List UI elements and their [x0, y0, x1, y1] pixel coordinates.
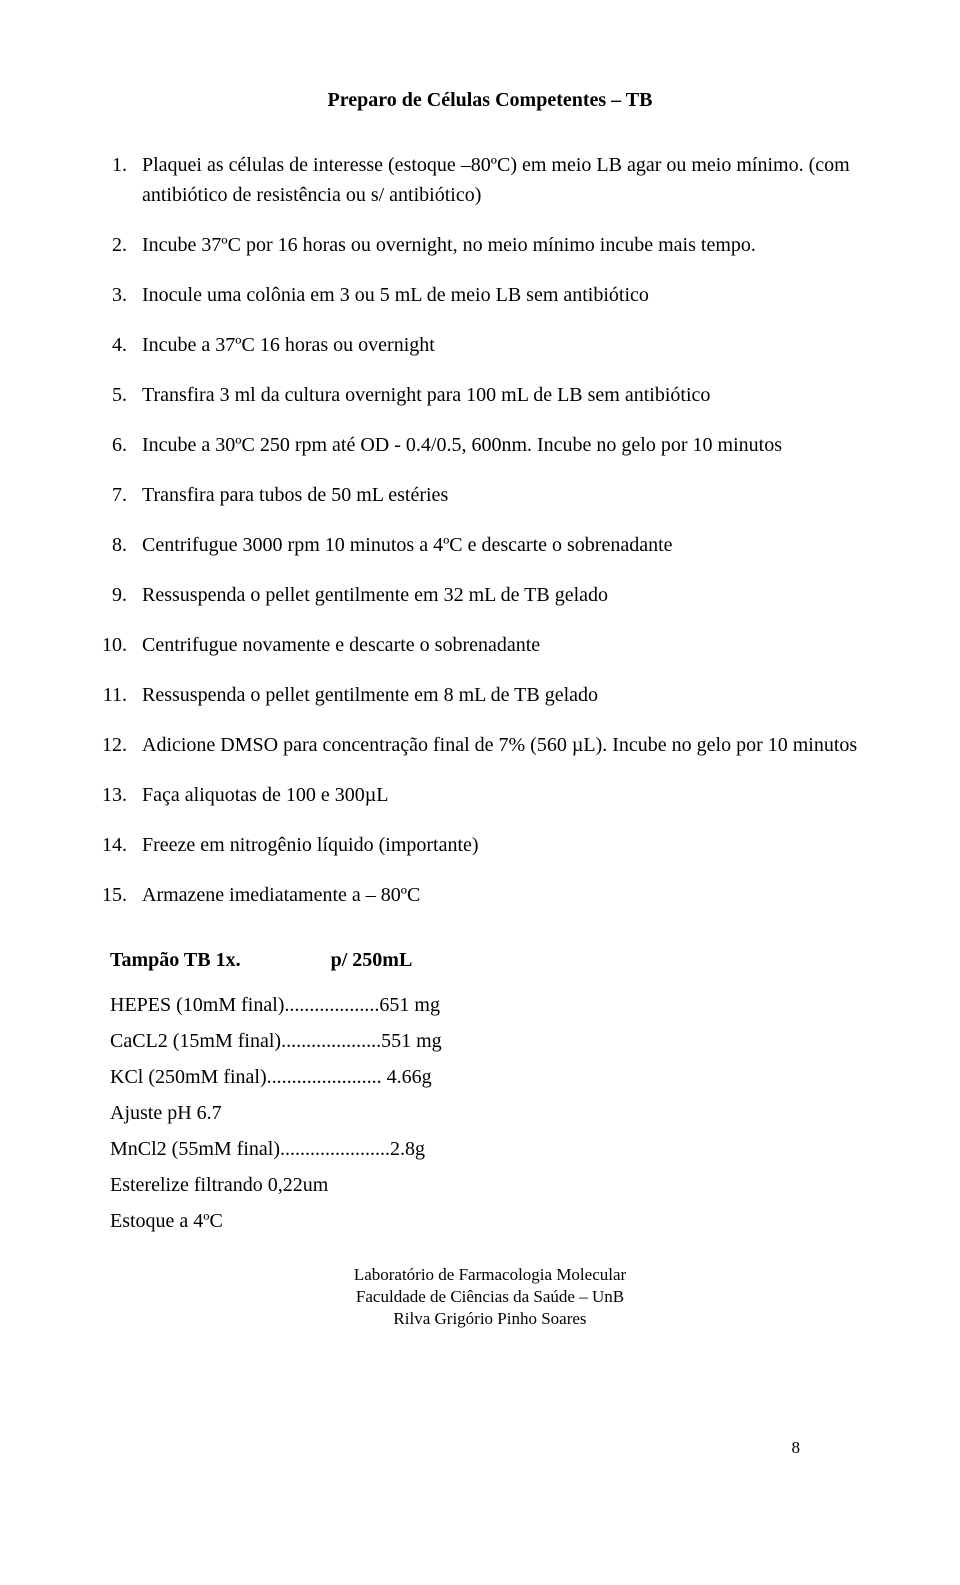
step-item: Transfira 3 ml da cultura overnight para…	[132, 380, 870, 410]
protocol-steps-list: Plaquei as células de interesse (estoque…	[110, 150, 870, 910]
buffer-heading-left: Tampão TB 1x.	[110, 949, 241, 971]
buffer-heading: Tampão TB 1x. p/ 250mL	[110, 945, 870, 975]
footer-line: Rilva Grigório Pinho Soares	[110, 1308, 870, 1330]
recipe-line: Ajuste pH 6.7	[110, 1098, 870, 1128]
recipe-line: HEPES (10mM final)...................651…	[110, 990, 870, 1020]
step-item: Incube 37ºC por 16 horas ou overnight, n…	[132, 230, 870, 260]
recipe-line: KCl (250mM final).......................…	[110, 1062, 870, 1092]
step-item: Ressuspenda o pellet gentilmente em 8 mL…	[132, 680, 870, 710]
buffer-heading-right: p/ 250mL	[331, 949, 413, 971]
step-item: Incube a 37ºC 16 horas ou overnight	[132, 330, 870, 360]
footer-line: Faculdade de Ciências da Saúde – UnB	[110, 1286, 870, 1308]
recipe-line: MnCl2 (55mM final)......................…	[110, 1134, 870, 1164]
step-item: Incube a 30ºC 250 rpm até OD - 0.4/0.5, …	[132, 430, 870, 460]
step-item: Plaquei as células de interesse (estoque…	[132, 150, 870, 210]
page-number: 8	[792, 1435, 801, 1461]
step-item: Centrifugue 3000 rpm 10 minutos a 4ºC e …	[132, 530, 870, 560]
recipe-line: CaCL2 (15mM final)....................55…	[110, 1026, 870, 1056]
step-item: Ressuspenda o pellet gentilmente em 32 m…	[132, 580, 870, 610]
step-item: Freeze em nitrogênio líquido (importante…	[132, 830, 870, 860]
recipe-line: Esterelize filtrando 0,22um	[110, 1170, 870, 1200]
step-item: Inocule uma colônia em 3 ou 5 mL de meio…	[132, 280, 870, 310]
recipe-line: Estoque a 4ºC	[110, 1206, 870, 1236]
step-item: Transfira para tubos de 50 mL estéries	[132, 480, 870, 510]
page-footer: Laboratório de Farmacologia Molecular Fa…	[110, 1264, 870, 1330]
step-item: Armazene imediatamente a – 80ºC	[132, 880, 870, 910]
footer-line: Laboratório de Farmacologia Molecular	[110, 1264, 870, 1286]
step-item: Centrifugue novamente e descarte o sobre…	[132, 630, 870, 660]
step-item: Faça aliquotas de 100 e 300µL	[132, 780, 870, 810]
document-title: Preparo de Células Competentes – TB	[110, 85, 870, 115]
step-item: Adicione DMSO para concentração final de…	[132, 730, 870, 760]
